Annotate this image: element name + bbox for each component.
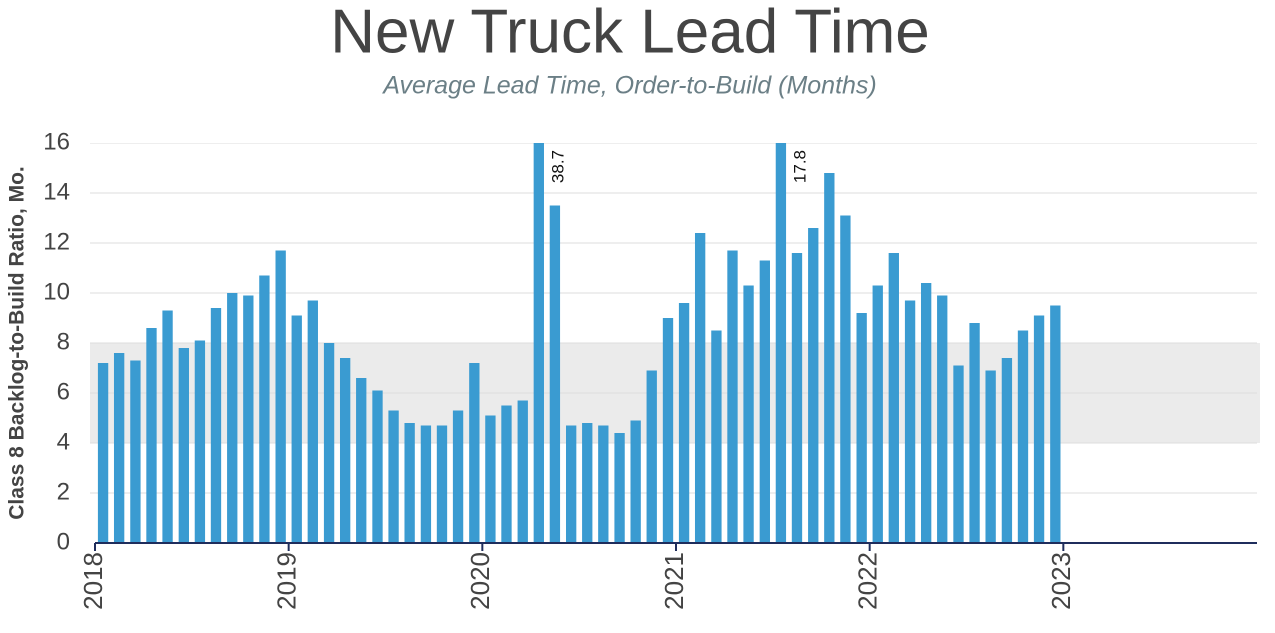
y-tick-label: 16 — [43, 128, 70, 155]
bar — [1050, 305, 1061, 543]
y-tick-label: 12 — [43, 228, 70, 255]
bar — [485, 415, 496, 543]
x-tick-label: 2021 — [659, 552, 689, 610]
bar — [727, 250, 738, 543]
bar — [694, 233, 706, 543]
bar — [146, 328, 157, 543]
bar — [517, 400, 528, 543]
bar — [662, 318, 674, 543]
bar — [920, 283, 932, 543]
bar — [533, 143, 544, 543]
bar — [678, 303, 690, 543]
bar — [549, 205, 561, 543]
bar — [646, 370, 657, 543]
y-tick-label: 14 — [43, 178, 70, 205]
x-tick-label: 2023 — [1046, 552, 1076, 610]
bar — [307, 300, 318, 543]
bar — [1017, 330, 1029, 543]
x-tick-label: 2020 — [465, 552, 495, 610]
bar — [210, 308, 222, 543]
bar — [937, 295, 948, 543]
bar — [388, 410, 399, 543]
bar — [582, 423, 593, 543]
bar — [808, 228, 819, 543]
data-label: 17.8 — [790, 150, 809, 183]
bar — [372, 390, 383, 543]
bar — [969, 323, 980, 543]
bar — [162, 310, 173, 543]
bar — [598, 425, 609, 543]
bar — [791, 253, 803, 543]
bar — [420, 425, 432, 543]
x-tick-label: 2019 — [272, 552, 302, 610]
bar — [178, 348, 189, 543]
bar — [888, 253, 899, 543]
bar — [452, 410, 464, 543]
chart-subtitle: Average Lead Time, Order-to-Build (Month… — [381, 72, 877, 100]
y-tick-label: 10 — [43, 278, 70, 305]
bar — [436, 425, 448, 543]
bar — [743, 285, 754, 543]
bar — [404, 423, 415, 543]
bar — [339, 358, 351, 543]
bar — [194, 340, 206, 543]
y-axis-label: Class 8 Backlog-to-Build Ratio, Mo. — [6, 166, 29, 520]
bar — [872, 285, 883, 543]
bar — [323, 343, 335, 543]
bar — [904, 300, 916, 543]
bar — [243, 295, 254, 543]
bar — [1001, 358, 1013, 543]
data-label: 38.7 — [548, 150, 567, 183]
y-tick-label: 0 — [57, 528, 70, 555]
bar — [759, 260, 770, 543]
y-tick-label: 6 — [57, 378, 70, 405]
bar — [775, 143, 787, 543]
bar — [614, 433, 625, 543]
bar — [953, 365, 964, 543]
y-tick-label: 8 — [57, 328, 70, 355]
bar — [356, 378, 367, 543]
bar — [501, 405, 512, 543]
bar — [824, 173, 835, 543]
x-tick-label: 2018 — [78, 552, 108, 610]
bar — [113, 353, 125, 543]
bar — [469, 363, 480, 543]
bar — [275, 250, 286, 543]
plot-area — [90, 143, 1260, 543]
bar — [1033, 315, 1045, 543]
y-tick-label: 2 — [57, 478, 70, 505]
bar — [711, 330, 722, 543]
bar — [227, 293, 238, 543]
bar — [97, 363, 109, 543]
bar — [630, 420, 641, 543]
bar — [291, 315, 302, 543]
chart-title: New Truck Lead Time — [330, 0, 930, 66]
bar — [856, 313, 867, 543]
bar — [840, 215, 851, 543]
bar — [565, 425, 577, 543]
bar — [130, 360, 141, 543]
bar — [259, 275, 270, 543]
y-tick-label: 4 — [57, 428, 70, 455]
bar — [985, 370, 996, 543]
x-tick-label: 2022 — [853, 552, 883, 610]
